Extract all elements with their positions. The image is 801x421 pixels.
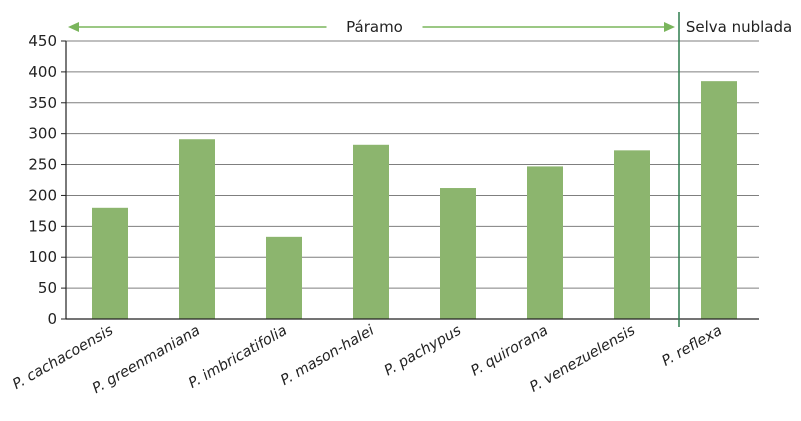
bar (440, 188, 476, 319)
bar (701, 81, 737, 320)
bars (92, 81, 737, 320)
y-tick-label: 0 (47, 310, 57, 328)
x-tick-label: P. pachypus (382, 322, 465, 379)
gridlines (66, 40, 759, 289)
y-tick-labels: 0 50 100 150 200 250 300 350 400 450 (28, 32, 57, 328)
y-tick-label: 200 (28, 186, 57, 204)
y-tick-label: 350 (28, 94, 57, 112)
x-tick-label: P. imbricatifolia (186, 323, 290, 392)
y-tick-label: 450 (28, 32, 57, 50)
y-tick-label: 150 (28, 217, 57, 235)
y-tick-label: 300 (28, 125, 57, 143)
region-label-selva-nublada: Selva nublada (686, 18, 792, 36)
bar (266, 236, 302, 319)
region-label-paramo: Páramo (346, 18, 403, 36)
bar (353, 144, 389, 319)
bar (614, 150, 650, 319)
bar (527, 166, 563, 319)
y-tick-label: 250 (28, 156, 57, 174)
arrow-right-head-icon (664, 22, 675, 32)
y-tick-label: 100 (28, 248, 57, 266)
region-annotations: Páramo Selva nublada (68, 12, 792, 327)
y-tick-label: 50 (38, 279, 57, 297)
x-tick-label: P. mason-halei (278, 323, 377, 389)
axes (61, 40, 759, 320)
x-tick-label: P. reflexa (659, 323, 725, 370)
bar (92, 207, 128, 319)
arrow-left-head-icon (68, 22, 79, 32)
y-tick-label: 400 (28, 63, 57, 81)
bar (179, 139, 215, 319)
x-tick-label: P. quirorana (468, 323, 551, 380)
